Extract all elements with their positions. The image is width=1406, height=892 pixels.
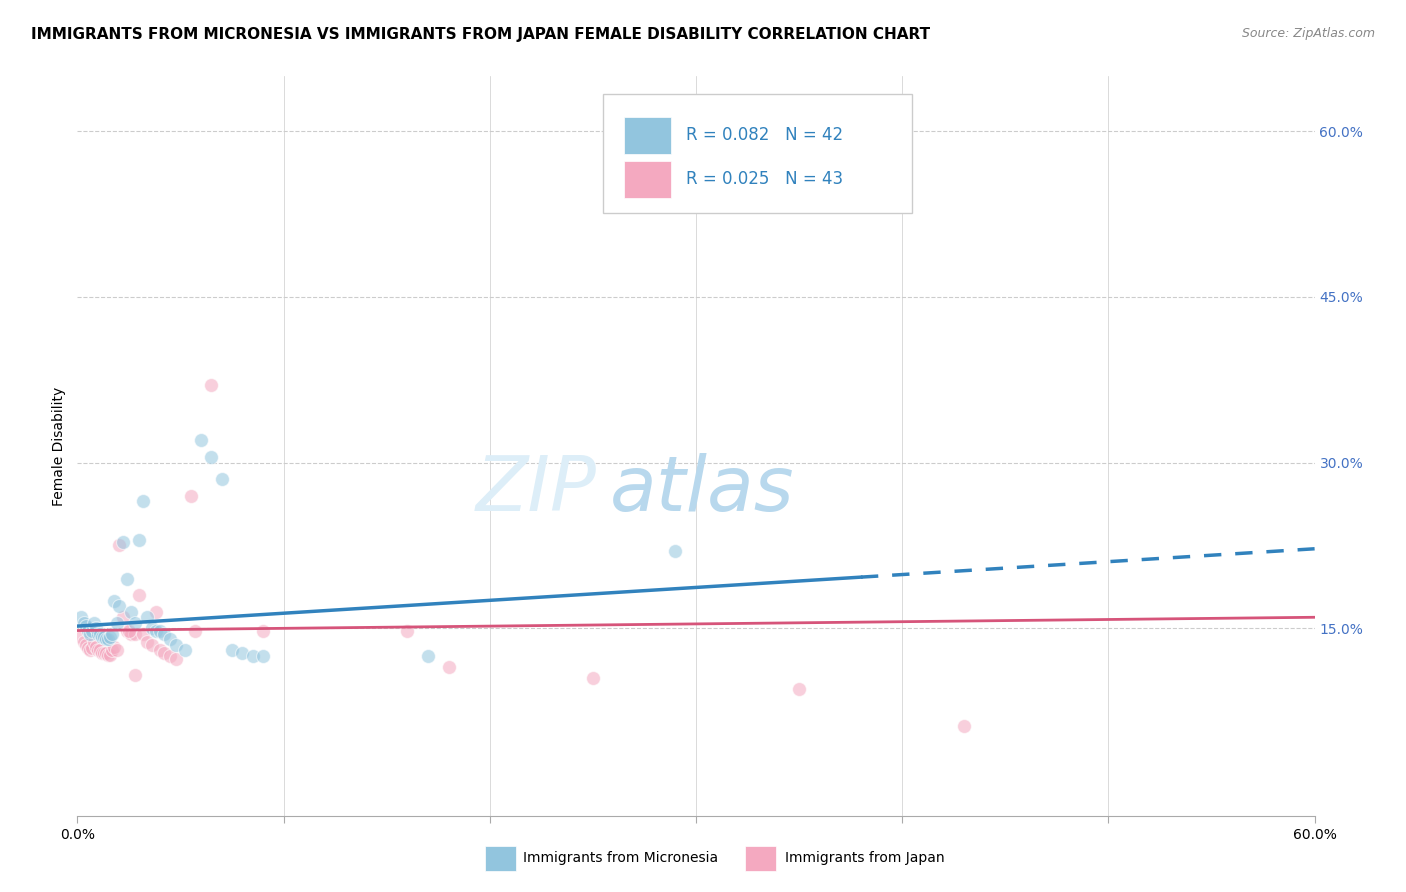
Point [76, 641, 98, 656]
Point [141, 621, 163, 635]
Point [221, 643, 243, 657]
Point [184, 624, 207, 638]
Point [76, 624, 98, 638]
Point [582, 671, 605, 685]
Text: R = 0.082   N = 42: R = 0.082 N = 42 [686, 126, 844, 144]
Point [124, 615, 146, 630]
Point [124, 667, 146, 681]
Point [120, 605, 142, 619]
Point [96, 646, 118, 660]
Point [128, 533, 150, 547]
Point [80, 641, 103, 656]
Point [159, 648, 181, 663]
Point [84, 640, 107, 654]
Text: ZIP: ZIP [477, 453, 598, 527]
Point [105, 615, 128, 630]
Point [132, 627, 155, 641]
Point [87, 627, 110, 641]
Point [97, 632, 120, 647]
Point [437, 660, 460, 674]
Point [75, 619, 97, 633]
Text: Immigrants from Japan: Immigrants from Japan [785, 851, 945, 865]
Point [103, 640, 125, 654]
Point [97, 648, 120, 662]
Point [107, 599, 129, 614]
Point [145, 624, 167, 638]
Point [98, 648, 121, 662]
Point [136, 634, 159, 648]
Point [953, 718, 976, 732]
Point [91, 646, 114, 660]
Point [98, 630, 121, 644]
Point [70, 630, 93, 644]
Point [252, 648, 274, 663]
Point [101, 627, 124, 641]
Point [87, 643, 110, 657]
Point [111, 610, 134, 624]
Point [105, 643, 128, 657]
Point [79, 643, 101, 657]
Point [180, 489, 202, 503]
Point [242, 648, 264, 663]
Point [84, 621, 107, 635]
Point [664, 544, 686, 558]
Point [93, 646, 115, 660]
Point [132, 494, 155, 508]
FancyBboxPatch shape [624, 117, 671, 153]
Point [124, 627, 146, 641]
Point [787, 682, 810, 697]
Text: R = 0.025   N = 43: R = 0.025 N = 43 [686, 170, 844, 188]
Point [80, 624, 103, 638]
Point [118, 624, 141, 638]
Point [252, 624, 274, 638]
Point [96, 632, 118, 647]
Point [75, 638, 97, 652]
Point [72, 634, 94, 648]
Point [173, 643, 195, 657]
Point [91, 630, 114, 644]
Point [89, 627, 111, 641]
Point [165, 652, 187, 666]
Text: Source: ZipAtlas.com: Source: ZipAtlas.com [1241, 27, 1375, 40]
Point [72, 615, 94, 630]
Point [141, 638, 163, 652]
Point [145, 605, 167, 619]
Point [128, 588, 150, 602]
Point [159, 632, 181, 647]
FancyBboxPatch shape [603, 95, 912, 213]
Point [70, 610, 93, 624]
Point [396, 624, 419, 638]
Point [136, 610, 159, 624]
Point [111, 535, 134, 549]
Point [83, 615, 105, 630]
Point [231, 646, 253, 660]
Point [107, 538, 129, 552]
Point [103, 593, 125, 607]
Point [416, 648, 439, 663]
Point [79, 627, 101, 641]
Point [149, 624, 172, 638]
Point [190, 434, 212, 448]
Point [120, 627, 142, 641]
Point [200, 378, 222, 392]
Point [165, 638, 187, 652]
Text: atlas: atlas [609, 453, 794, 527]
Point [149, 643, 172, 657]
Point [153, 646, 176, 660]
Point [115, 624, 138, 638]
Point [200, 450, 222, 464]
Y-axis label: Female Disability: Female Disability [52, 386, 66, 506]
Text: Immigrants from Micronesia: Immigrants from Micronesia [523, 851, 718, 865]
Point [93, 630, 115, 644]
Point [83, 634, 105, 648]
Point [153, 627, 176, 641]
Point [115, 572, 138, 586]
Point [101, 643, 124, 657]
Text: IMMIGRANTS FROM MICRONESIA VS IMMIGRANTS FROM JAPAN FEMALE DISABILITY CORRELATIO: IMMIGRANTS FROM MICRONESIA VS IMMIGRANTS… [31, 27, 929, 42]
FancyBboxPatch shape [624, 161, 671, 198]
Point [211, 472, 233, 486]
Point [89, 643, 111, 657]
